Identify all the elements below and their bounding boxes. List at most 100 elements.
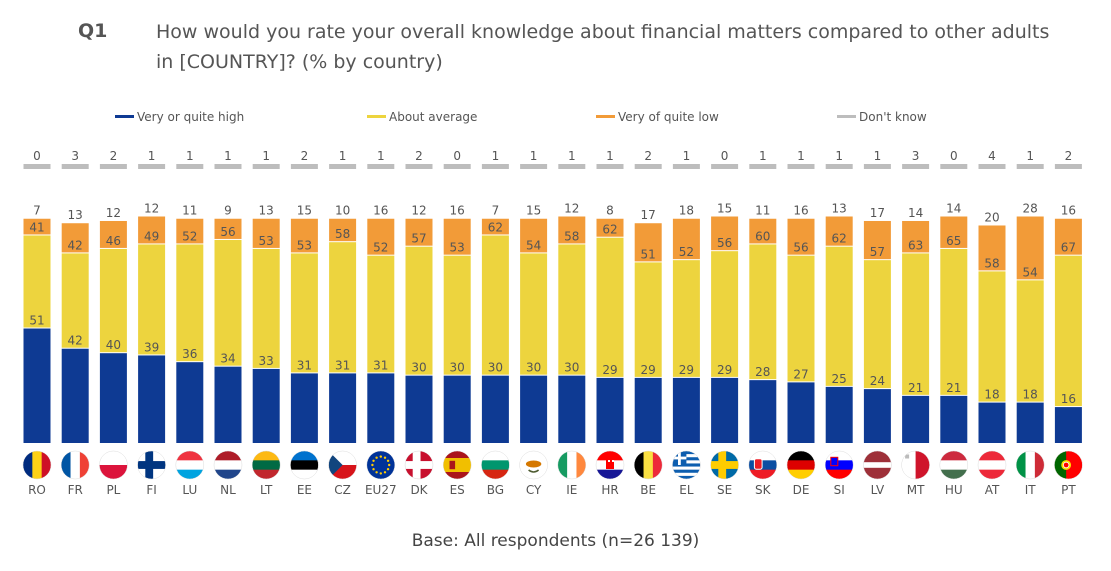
flag-denmark [404, 450, 434, 480]
label-average-BG: 62 [488, 220, 503, 234]
bar-low-CY [520, 218, 548, 253]
label-average-HU: 65 [946, 234, 961, 248]
label-average-IT: 54 [1023, 265, 1038, 279]
label-average-PT: 67 [1061, 241, 1076, 255]
base-note: Base: All respondents (n=26 139) [411, 531, 700, 551]
bar-dontknow-DK [405, 164, 433, 169]
bar-low-SE [711, 216, 739, 251]
legend-swatch-4 [837, 115, 856, 118]
label-dontknow-PT: 2 [1065, 149, 1073, 163]
category-label-ES: ES [450, 483, 465, 497]
category-label-DK: DK [410, 483, 428, 497]
label-average-LV: 57 [870, 245, 885, 259]
label-low-NL: 9 [224, 204, 232, 218]
label-dontknow-SK: 1 [759, 149, 767, 163]
bar-low-SK [749, 218, 777, 244]
flag-france [60, 450, 90, 480]
label-dontknow-ES: 0 [453, 149, 461, 163]
label-high-EU27: 31 [373, 358, 388, 372]
category-label-CZ: CZ [334, 483, 351, 497]
bar-low-AT [978, 225, 1006, 271]
bar-low-NL [214, 218, 242, 239]
label-average-BE: 51 [641, 247, 656, 261]
bar-average-CY [520, 253, 548, 375]
legend-swatch-2 [367, 115, 386, 118]
label-low-IE: 12 [564, 202, 579, 216]
label-average-FI: 49 [144, 229, 159, 243]
bar-dontknow-PL [99, 164, 127, 169]
label-average-PL: 46 [106, 234, 121, 248]
label-high-DE: 27 [793, 367, 808, 381]
label-average-LU: 52 [182, 229, 197, 243]
question-number: Q1 [78, 20, 108, 42]
flag-finland [137, 450, 166, 480]
bar-dontknow-BE [634, 164, 662, 169]
label-low-FR: 13 [68, 208, 83, 222]
flag-latvia [863, 450, 892, 480]
bar-high-LU [176, 362, 204, 443]
category-label-AT: AT [985, 483, 1000, 497]
bar-dontknow-HU [940, 164, 968, 169]
category-label-EL: EL [679, 483, 694, 497]
stacked-bar-chart: Very or quite high About average Very of q… [22, 110, 1083, 497]
bar-average-HR [596, 237, 624, 377]
flag-portugal [1054, 450, 1083, 480]
bar-low-BG [481, 218, 509, 235]
bar-low-HU [940, 216, 968, 248]
flag-cyprus [519, 450, 548, 480]
label-high-CY: 30 [526, 361, 541, 375]
label-dontknow-LU: 1 [186, 149, 194, 163]
bar-dontknow-ES [443, 164, 471, 169]
label-low-LT: 13 [259, 204, 274, 218]
label-dontknow-CY: 1 [530, 149, 538, 163]
bar-dontknow-CY [520, 164, 548, 169]
bar-high-PT [1054, 407, 1082, 443]
bar-average-MT [902, 253, 930, 395]
label-dontknow-SE: 0 [721, 149, 729, 163]
label-average-CZ: 58 [335, 227, 350, 241]
bar-low-ES [443, 218, 471, 255]
flag-slovakia [748, 450, 778, 480]
bar-high-EL [672, 377, 700, 443]
category-label-PT: PT [1061, 483, 1076, 497]
bar-high-NL [214, 366, 242, 443]
bar-low-MT [902, 220, 930, 253]
bar-average-DK [405, 246, 433, 375]
category-label-EU27: EU27 [365, 483, 397, 497]
bar-high-DK [405, 375, 433, 443]
category-label-MT: MT [907, 483, 925, 497]
label-average-ES: 53 [450, 241, 465, 255]
label-low-IT: 28 [1023, 202, 1038, 216]
label-average-IE: 58 [564, 229, 579, 243]
category-label-LU: LU [182, 483, 197, 497]
bar-low-SI [825, 216, 853, 246]
bar-dontknow-LU [176, 164, 204, 169]
bar-high-FR [61, 348, 89, 443]
bar-high-RO [23, 328, 51, 443]
bar-low-FR [61, 223, 89, 253]
label-dontknow-IT: 1 [1026, 149, 1034, 163]
bar-low-DK [405, 218, 433, 246]
bar-average-RO [23, 235, 51, 328]
category-label-FI: FI [146, 483, 156, 497]
label-dontknow-RO: 0 [33, 149, 41, 163]
label-average-NL: 56 [220, 225, 235, 239]
flag-germany [786, 450, 816, 480]
bar-high-FI [138, 355, 166, 443]
chart-title: How would you rate your overall knowledg… [156, 21, 1050, 73]
bar-high-MT [902, 395, 930, 443]
bar-high-SE [711, 377, 739, 443]
bar-average-IT [1016, 280, 1044, 402]
label-dontknow-MT: 3 [912, 149, 920, 163]
bar-high-CZ [329, 373, 357, 443]
bar-high-BE [634, 377, 662, 443]
label-dontknow-IE: 1 [568, 149, 576, 163]
label-average-EU27: 52 [373, 241, 388, 255]
label-high-LV: 24 [870, 374, 885, 388]
bar-low-DE [787, 218, 815, 255]
label-low-HU: 14 [946, 202, 961, 216]
bar-dontknow-SE [711, 164, 739, 169]
label-low-MT: 14 [908, 206, 923, 220]
label-dontknow-FI: 1 [148, 149, 156, 163]
label-low-SE: 15 [717, 202, 732, 216]
